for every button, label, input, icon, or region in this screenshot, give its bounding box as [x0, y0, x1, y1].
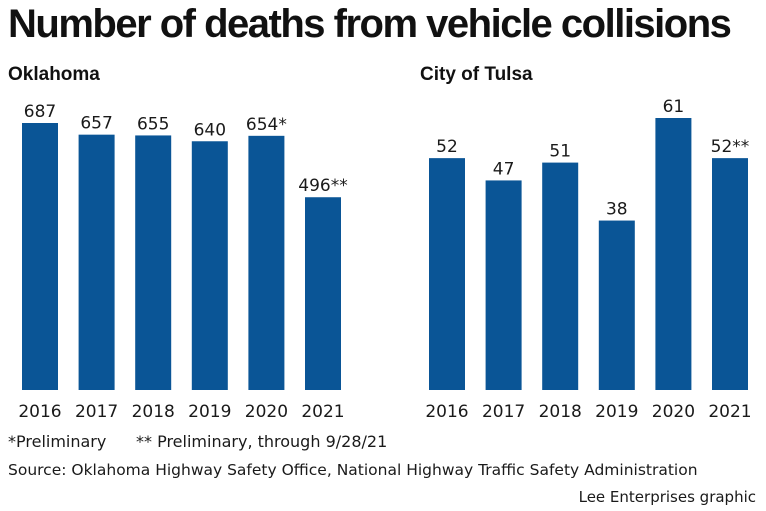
bar-2019 — [598, 220, 635, 390]
bar-2019 — [191, 141, 228, 390]
bar-2018 — [135, 135, 172, 390]
footnote-preliminary: *Preliminary — [8, 432, 107, 451]
tick-label-2018: 2018 — [539, 402, 582, 422]
bar-2016 — [429, 158, 465, 390]
bar-2017 — [78, 134, 115, 390]
bar-2020 — [248, 135, 285, 390]
bar-2021 — [305, 197, 341, 390]
bar-2020 — [655, 118, 692, 390]
tick-label-2017: 2017 — [482, 402, 525, 422]
value-label-2021: 52** — [711, 137, 750, 157]
tick-label-2016: 2016 — [425, 402, 468, 422]
bar-2018 — [542, 162, 579, 390]
tick-label-2020: 2020 — [245, 402, 288, 422]
tick-label-2019: 2019 — [188, 402, 231, 422]
value-label-2019: 640 — [194, 120, 226, 140]
oklahoma-chart-title: Oklahoma — [8, 64, 100, 85]
bar-2017 — [485, 180, 522, 390]
value-label-2021: 496** — [298, 176, 347, 196]
source-note: Source: Oklahoma Highway Safety Office, … — [8, 461, 698, 479]
tick-label-2018: 2018 — [132, 402, 175, 422]
bar-2021 — [712, 158, 748, 390]
bar-2016 — [22, 123, 58, 390]
tulsa-bar-chart: 52 2016 47 2017 51 2018 38 2019 61 2020 52** 2021 — [425, 97, 751, 422]
value-label-2019: 38 — [606, 200, 628, 220]
value-label-2018: 51 — [549, 142, 571, 162]
value-label-2017: 657 — [80, 114, 112, 134]
value-label-2020: 654* — [246, 115, 287, 135]
tick-label-2021: 2021 — [301, 402, 344, 422]
tick-label-2021: 2021 — [708, 402, 751, 422]
tick-label-2019: 2019 — [595, 402, 638, 422]
value-label-2018: 655 — [137, 114, 169, 134]
tick-label-2020: 2020 — [652, 402, 695, 422]
chart-main-title: Number of deaths from vehicle collisions — [8, 2, 732, 46]
tulsa-chart-title: City of Tulsa — [420, 64, 533, 85]
credit-note: Lee Enterprises graphic — [578, 488, 756, 506]
value-label-2017: 47 — [493, 159, 515, 179]
oklahoma-bar-chart: 687 2016 657 2017 655 2018 640 2019 654* 2020 496*… — [18, 102, 347, 422]
value-label-2016: 52 — [436, 137, 458, 157]
value-label-2020: 61 — [663, 97, 685, 117]
footnote-preliminary-through: ** Preliminary, through 9/28/21 — [136, 432, 388, 451]
value-label-2016: 687 — [24, 102, 56, 122]
tick-label-2016: 2016 — [18, 402, 61, 422]
tick-label-2017: 2017 — [75, 402, 118, 422]
